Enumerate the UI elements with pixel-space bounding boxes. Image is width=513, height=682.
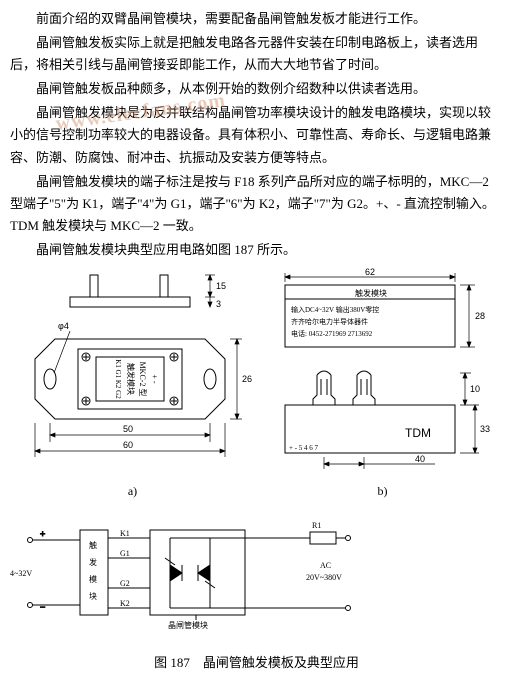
dim-50: 50 [123, 424, 133, 434]
scr-module-label: 晶闸管模块 [168, 620, 208, 630]
dim-62: 62 [365, 267, 375, 277]
label-l3: K1 G1 K2 G2 [114, 359, 122, 399]
block-l2: 发 [89, 557, 97, 567]
para-4: 晶闸管触发模块是为反并联结构晶闸管功率模块设计的触发电路模块，实现以较小的信号控… [10, 102, 503, 168]
dim-28: 28 [475, 311, 485, 321]
dim-10: 10 [470, 384, 480, 394]
label-small: + - [150, 374, 159, 384]
caption-a: a) [10, 481, 255, 501]
pin-k1: K1 [120, 529, 130, 538]
figure-c: + − [10, 510, 503, 640]
para-6: 晶闸管触发模块典型应用电路如图 187 所示。 [10, 239, 503, 261]
dim-33: 33 [480, 424, 490, 434]
svg-text:+: + [40, 529, 45, 539]
box-l1: 输入DC4~32V 输出380V零控 [291, 305, 379, 314]
figures-row: 15 3 [10, 267, 503, 502]
pin-k2: K2 [120, 599, 130, 608]
pin-g2: G2 [120, 579, 130, 588]
dim-3: 3 [216, 299, 221, 309]
para-2: 晶闸管触发板实际上就是把触发电路各元器件安装在印制电路板上，读者选用后，将相关引… [10, 32, 503, 76]
pin-g1: G1 [120, 549, 130, 558]
dim-60: 60 [123, 440, 133, 450]
figure-b: 触发模块 输入DC4~32V 输出380V零控 齐齐哈尔电力半导体器件 电话: … [265, 267, 500, 501]
tdm-label: TDM [405, 426, 431, 440]
label-l1: MKC-2 型 [138, 362, 147, 397]
figure-a: 15 3 [10, 267, 255, 501]
box-title: 触发模块 [355, 288, 387, 298]
para-1: 前面介绍的双臂晶闸管模块，需要配备晶闸管触发板才能进行工作。 [10, 8, 503, 30]
para-5: 晶闸管触发模块的端子标注是按与 F18 系列产品所对应的端子标明的，MKC—2 … [10, 171, 503, 237]
block-l4: 块 [89, 591, 97, 601]
block-l3: 模 [89, 574, 97, 584]
box-l2: 齐齐哈尔电力半导体器件 [291, 317, 368, 326]
svg-text:−: − [40, 602, 45, 612]
left-voltage: 4~32V [10, 569, 32, 578]
label-l2: 触发模块 [126, 363, 136, 395]
caption-b: b) [265, 481, 500, 501]
bottom-pins: + - 5 4 6 7 [289, 444, 319, 452]
ac-l1: AC [320, 561, 331, 570]
ac-l2: 20V~380V [306, 573, 342, 582]
dim-15: 15 [216, 281, 226, 291]
dim-26: 26 [242, 374, 252, 384]
box-l3: 电话: 0452-271969 2713692 [291, 329, 373, 338]
dim-phi4: φ4 [58, 321, 69, 331]
para-3: 晶闸管触发板品种颇多，从本例开始的数例介绍数种以供读者选用。 [10, 78, 503, 100]
figure-title: 图 187 晶闸管触发模板及典型应用 [10, 652, 503, 674]
dim-40: 40 [415, 454, 425, 464]
r1-label: R1 [312, 521, 321, 530]
block-l1: 触 [89, 540, 97, 550]
